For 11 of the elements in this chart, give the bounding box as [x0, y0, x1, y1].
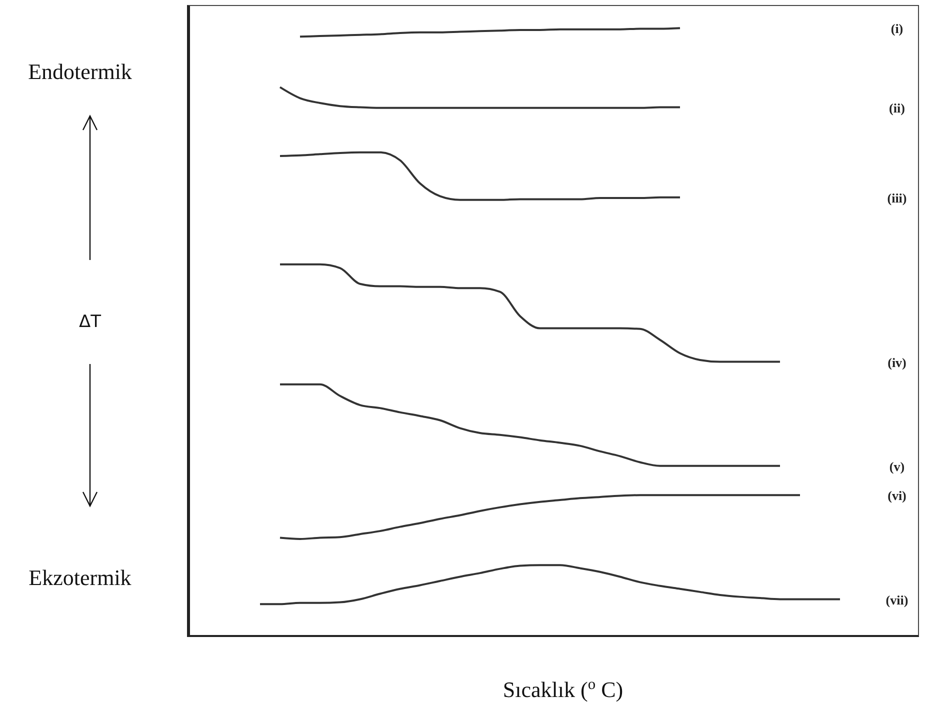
text: (iv)	[888, 354, 906, 370]
text: Endotermik	[28, 59, 132, 84]
text: Ekzotermik	[28, 565, 132, 590]
text: (vii)	[886, 592, 908, 608]
text: ΔT	[78, 312, 102, 332]
text: (ii)	[889, 100, 905, 116]
text: (vi)	[888, 488, 906, 504]
x-axis-title: Sıcaklık ($^{o}$C)	[502, 676, 624, 702]
text: (i)	[890, 21, 904, 36]
text: (v)	[889, 458, 905, 474]
text: (iii)	[887, 190, 907, 206]
